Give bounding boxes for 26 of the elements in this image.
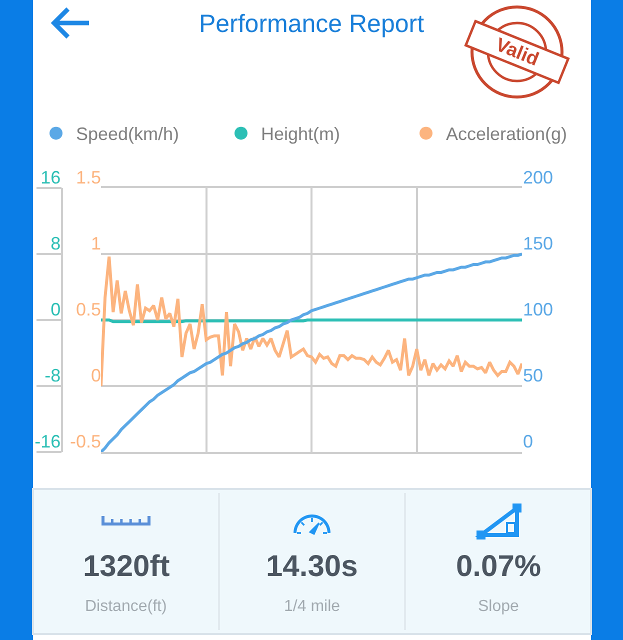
chart-title: Performance Report xyxy=(198,10,424,38)
y2-tick-label: 1.5 xyxy=(76,167,101,188)
legend-label: Height(m) xyxy=(261,124,340,144)
y2-tick-label: 1 xyxy=(90,233,101,254)
text: 0.07% xyxy=(456,550,542,583)
text: Slope xyxy=(478,598,520,615)
y2-tick-label: 0 xyxy=(90,365,101,386)
text: Valid xyxy=(492,34,542,71)
y-tick-label: -16 xyxy=(34,431,61,452)
y2-tick-label: -0.5 xyxy=(70,431,101,452)
text: Distance(ft) xyxy=(85,598,167,615)
y-tick-label: 8 xyxy=(50,233,61,254)
legend-label: Acceleration(g) xyxy=(446,124,568,144)
y3-tick-label: 50 xyxy=(523,365,544,386)
legend-label: Speed(km/h) xyxy=(76,124,180,144)
text: 1/4 mile xyxy=(284,598,340,615)
y3-tick-label: 100 xyxy=(523,299,554,320)
text: 14.30s xyxy=(266,550,358,583)
text: 1320ft xyxy=(83,550,170,583)
y3-tick-label: 150 xyxy=(523,233,554,254)
y-tick-label: 0 xyxy=(50,299,61,320)
y-tick-label: -8 xyxy=(44,365,61,386)
y3-tick-label: 0 xyxy=(523,431,534,452)
y3-tick-label: 200 xyxy=(523,167,554,188)
y2-tick-label: 0.5 xyxy=(76,299,101,320)
y-tick-label: 16 xyxy=(40,167,61,188)
